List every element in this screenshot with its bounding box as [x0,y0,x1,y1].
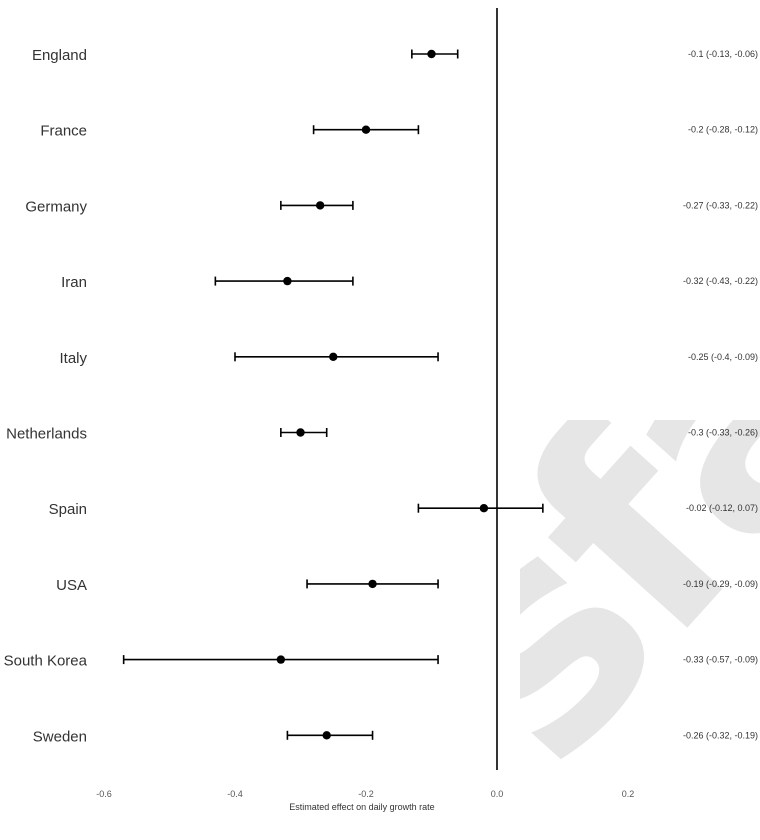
row-label: South Korea [4,653,88,670]
point-estimate [329,352,338,361]
point-estimate [322,731,331,740]
point-estimate [276,655,286,664]
estimate-annotation: -0.26 (-0.32, -0.19) [683,730,758,740]
estimate-annotation: -0.25 (-0.4, -0.09) [688,352,758,362]
point-estimate [368,579,377,589]
row-label: Spain [49,501,87,518]
estimate-annotation: -0.32 (-0.43, -0.22) [683,276,758,286]
point-estimate [283,276,292,286]
forest-plot: England -0.1 (-0.13, -0.06) France -0.2 (-0… [4,8,758,812]
x-tick-label: -0.2 [358,789,374,799]
row-label: Germany [25,198,87,215]
row-label: USA [56,577,87,594]
estimate-annotation: -0.19 (-0.29, -0.09) [683,579,758,589]
row-label: England [32,47,87,64]
point-estimate [315,201,325,210]
x-tick-label: 0.2 [622,789,635,799]
row-label: France [40,123,87,140]
row-label: Iran [61,274,87,291]
point-estimate [361,125,371,134]
estimate-annotation: -0.1 (-0.13, -0.06) [688,49,758,59]
estimate-annotation: -0.02 (-0.12, 0.07) [686,503,758,513]
x-axis-label: Estimated effect on daily growth rate [289,802,434,812]
estimate-annotation: -0.33 (-0.57, -0.09) [683,655,758,665]
row-label: Italy [59,350,87,367]
row-label: Sweden [33,728,87,745]
estimate-annotation: -0.27 (-0.33, -0.22) [683,200,758,210]
point-estimate [427,49,436,59]
estimate-annotation: -0.3 (-0.33, -0.26) [688,428,758,438]
x-tick-label: -0.6 [96,789,112,799]
point-estimate [296,428,305,437]
x-tick-label: 0.0 [491,789,504,799]
row-label: Netherlands [6,426,87,443]
x-tick-label: -0.4 [227,789,243,799]
estimate-annotation: -0.2 (-0.28, -0.12) [688,125,758,135]
point-estimate [479,504,489,513]
